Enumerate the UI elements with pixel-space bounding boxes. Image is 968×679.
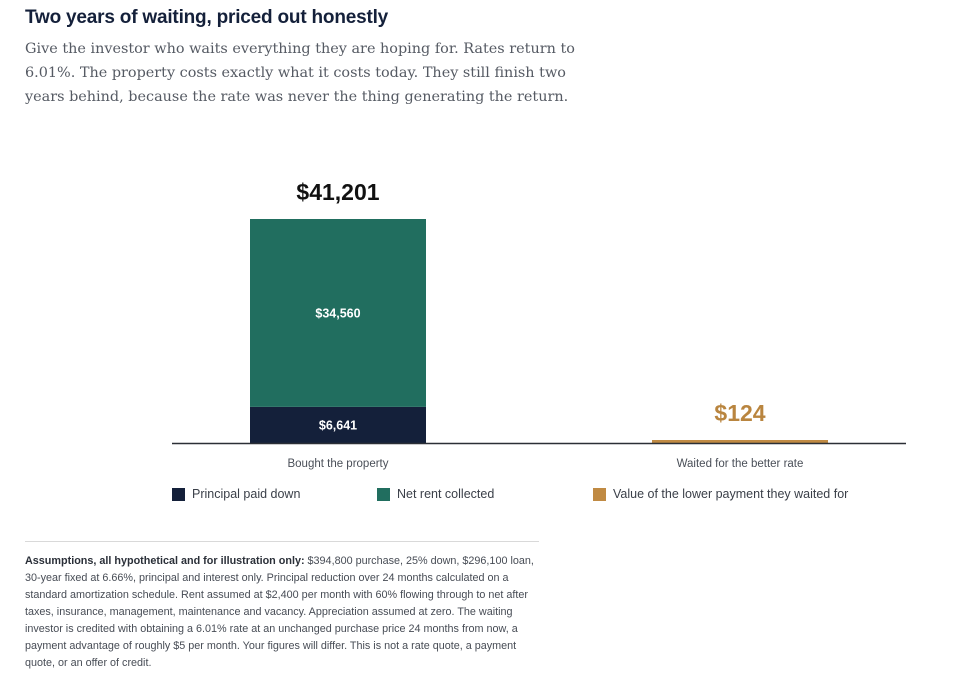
- legend-item-lower-payment: Value of the lower payment they waited f…: [593, 487, 848, 501]
- assumptions-lead: Assumptions, all hypothetical and for il…: [25, 555, 305, 567]
- assumptions-text: $394,800 purchase, 25% down, $296,100 lo…: [25, 555, 534, 669]
- bar-label-net-rent-collected-1: $34,560: [315, 306, 360, 320]
- category-label-2: Waited for the better rate: [677, 458, 804, 470]
- legend-item-principal: Principal paid down: [172, 487, 300, 501]
- stacked-bar-chart: $6,641 $34,560 $41,201 Bought the property $…: [172, 179, 906, 470]
- bar-total-label-2: $124: [714, 400, 765, 426]
- legend-item-net-rent: Net rent collected: [377, 487, 494, 501]
- page-title: Two years of waiting, priced out honestl…: [25, 7, 389, 28]
- bar-net-rent-collected-1: [250, 219, 426, 407]
- legend-label-principal: Principal paid down: [192, 487, 301, 501]
- legend-swatch-lower-payment: [593, 487, 606, 501]
- bar-value-of-the-lower-payment-they-waited-for-2: [652, 440, 828, 443]
- bar-principal-paid-down-1: [250, 406, 426, 443]
- legend-label-lower-payment: Value of the lower payment they waited f…: [613, 487, 849, 501]
- category-label-1: Bought the property: [287, 458, 388, 470]
- legend-swatch-principal: [172, 487, 185, 501]
- assumptions-note: Assumptions, all hypothetical and for il…: [25, 553, 541, 672]
- divider: [25, 541, 539, 542]
- page-subtitle: Give the investor who waits everything t…: [25, 41, 575, 105]
- legend-label-net-rent: Net rent collected: [397, 487, 495, 501]
- bar-total-label-1: $41,201: [296, 179, 379, 205]
- legend-swatch-net-rent: [377, 487, 390, 501]
- bar-label-principal-paid-down-1: $6,641: [319, 418, 357, 432]
